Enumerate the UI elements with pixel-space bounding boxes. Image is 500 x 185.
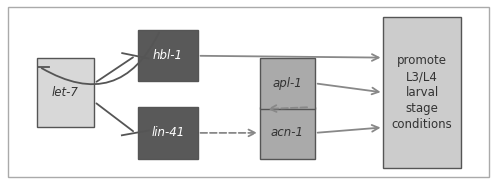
FancyBboxPatch shape — [384, 17, 460, 168]
Text: acn-1: acn-1 — [271, 126, 304, 139]
Text: let-7: let-7 — [52, 86, 79, 99]
FancyBboxPatch shape — [138, 107, 198, 159]
FancyBboxPatch shape — [260, 107, 315, 159]
FancyBboxPatch shape — [138, 30, 198, 81]
FancyBboxPatch shape — [260, 58, 315, 109]
Text: lin-41: lin-41 — [151, 126, 184, 139]
FancyBboxPatch shape — [8, 7, 490, 177]
Text: hbl-1: hbl-1 — [152, 49, 182, 62]
Text: apl-1: apl-1 — [272, 77, 302, 90]
FancyBboxPatch shape — [37, 58, 94, 127]
Text: promote
L3/L4
larval
stage
conditions: promote L3/L4 larval stage conditions — [392, 54, 452, 131]
